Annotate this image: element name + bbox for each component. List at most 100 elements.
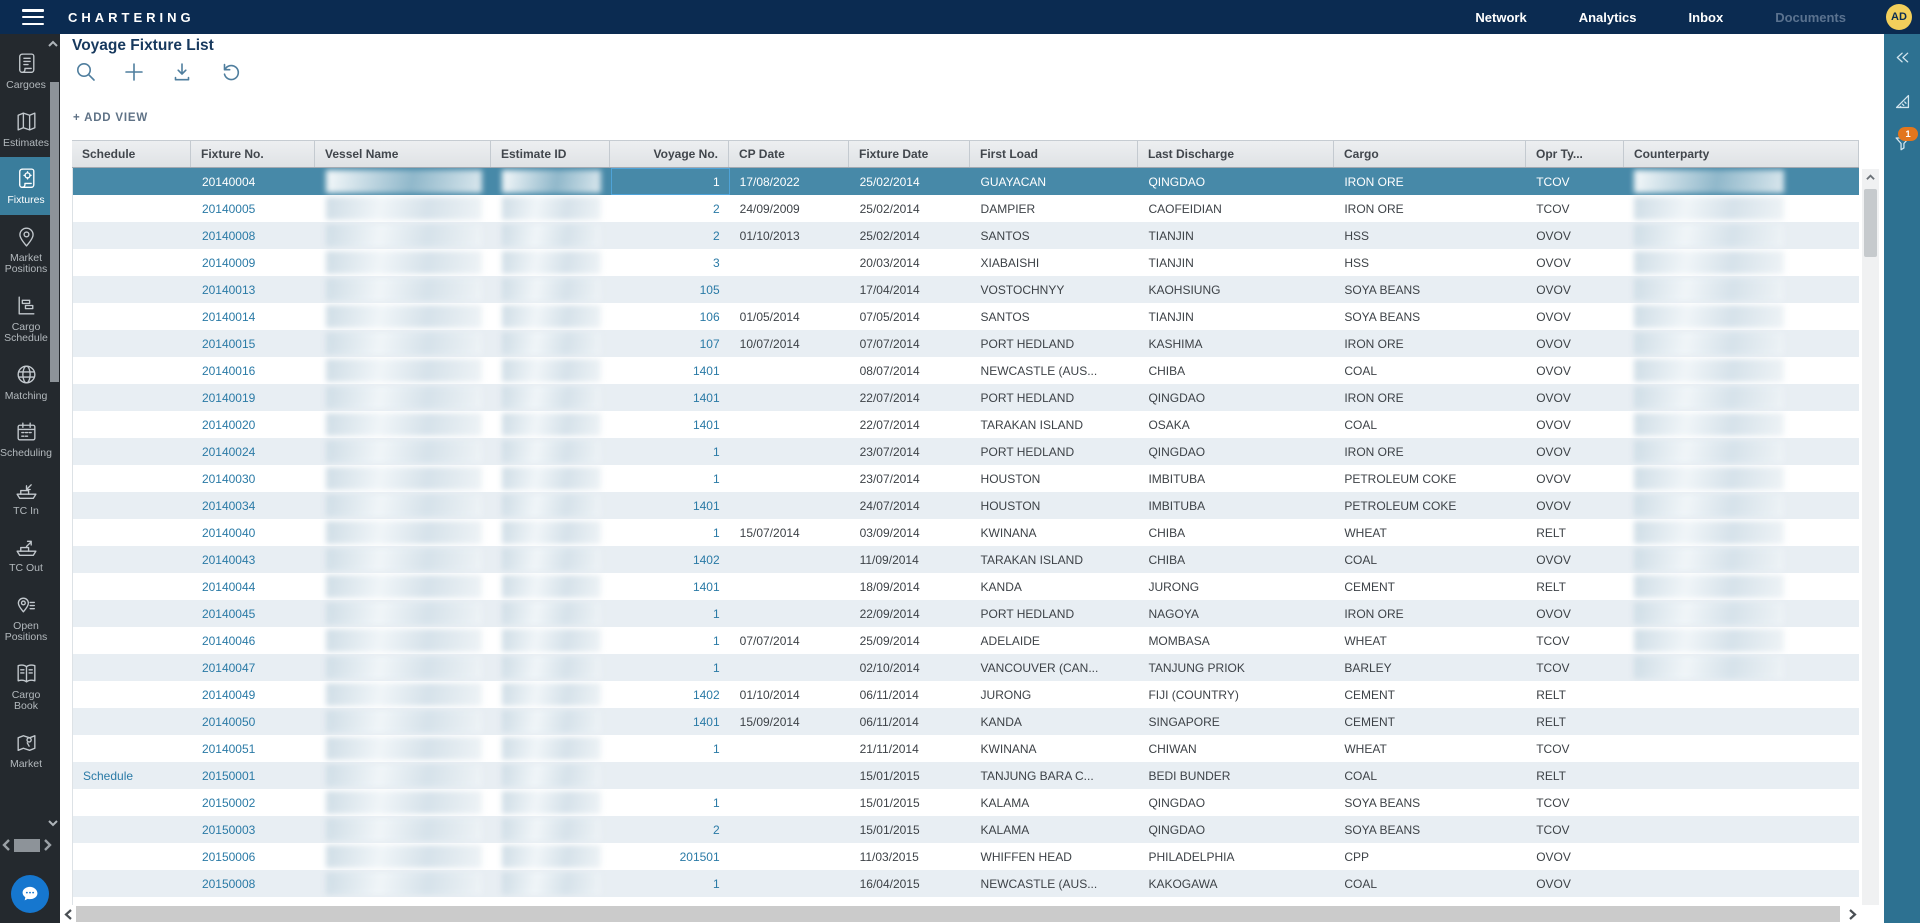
column-header-vessel-name[interactable]: Vessel Name <box>315 141 491 167</box>
column-header-voyage-no[interactable]: Voyage No. <box>610 141 729 167</box>
table-row[interactable]: 20140005 2 24/09/2009 25/02/2014 DAMPIER CAOF… <box>73 195 1859 222</box>
cell-cargo[interactable]: IRON ORE <box>1344 390 1404 405</box>
cell-vessel-name[interactable] <box>316 195 492 222</box>
cell-cargo[interactable]: WHEAT <box>1344 741 1387 756</box>
cell-counterparty[interactable] <box>1624 573 1859 600</box>
table-row[interactable]: 20150002 1 15/01/2015 KALAMA QINGDAO SOYA BEA… <box>73 789 1859 816</box>
table-row[interactable]: 20140008 2 01/10/2013 25/02/2014 SANTOS TIANJ… <box>73 222 1859 249</box>
cell-fixture-no[interactable]: 20140046 <box>201 633 256 648</box>
cell-voyage-no[interactable]: 1 <box>712 660 720 675</box>
scroll-left-icon[interactable] <box>60 905 76 923</box>
cell-estimate-id[interactable] <box>492 870 611 897</box>
cell-estimate-id[interactable] <box>492 492 611 519</box>
cell-fixture-date[interactable]: 02/10/2014 <box>859 660 920 675</box>
search-button[interactable] <box>74 60 98 84</box>
cell-last-discharge[interactable]: PHILADELPHIA <box>1148 849 1235 864</box>
sidebar-item-estimates[interactable]: Estimates <box>0 100 52 158</box>
cell-cp-date[interactable] <box>730 735 850 762</box>
cell-estimate-id[interactable] <box>492 303 611 330</box>
table-row[interactable]: 20140020 1401 22/07/2014 TARAKAN ISLAND OSAK… <box>73 411 1859 438</box>
table-row[interactable]: 20140044 1401 18/09/2014 KANDA JURONG CEMENT R… <box>73 573 1859 600</box>
cell-opr-type[interactable]: RELT <box>1536 687 1567 702</box>
table-row[interactable]: 20140049 1402 01/10/2014 06/11/2014 JURONG FI… <box>73 681 1859 708</box>
table-row[interactable]: 20140014 106 01/05/2014 07/05/2014 SANTOS TIA… <box>73 303 1859 330</box>
sidebar-item-cargoes[interactable]: Cargoes <box>0 42 52 100</box>
cell-fixture-date[interactable]: 06/11/2014 <box>859 687 919 702</box>
cell-fixture-date[interactable]: 23/07/2014 <box>859 471 920 486</box>
cell-counterparty[interactable] <box>1624 816 1859 843</box>
scroll-up-icon[interactable] <box>1862 170 1879 185</box>
cell-last-discharge[interactable]: NAGOYA <box>1148 606 1199 621</box>
cell-cp-date[interactable]: 01/05/2014 <box>739 309 800 324</box>
cell-schedule[interactable] <box>73 519 192 546</box>
cell-first-load[interactable]: SANTOS <box>980 228 1030 243</box>
cell-first-load[interactable]: TARAKAN ISLAND <box>980 417 1083 432</box>
cell-vessel-name[interactable] <box>316 816 492 843</box>
cell-counterparty[interactable] <box>1624 843 1859 870</box>
cell-voyage-no[interactable]: 1401 <box>692 390 720 405</box>
cell-fixture-no[interactable]: 20140050 <box>201 714 256 729</box>
cell-cp-date[interactable] <box>730 546 850 573</box>
cell-fixture-date[interactable]: 22/09/2014 <box>859 606 920 621</box>
cell-fixture-date[interactable]: 08/07/2014 <box>859 363 920 378</box>
cell-last-discharge[interactable]: QINGDAO <box>1148 444 1206 459</box>
cell-voyage-no[interactable]: 1402 <box>692 687 720 702</box>
cell-voyage-no[interactable]: 1 <box>712 741 720 756</box>
cell-estimate-id[interactable] <box>492 519 611 546</box>
cell-vessel-name[interactable] <box>316 654 492 681</box>
cell-last-discharge[interactable]: CAOFEIDIAN <box>1148 201 1222 216</box>
cell-estimate-id[interactable] <box>492 708 611 735</box>
horizontal-scrollbar[interactable] <box>60 905 1884 923</box>
cell-cargo[interactable]: BARLEY <box>1344 660 1392 675</box>
cell-estimate-id[interactable] <box>492 600 611 627</box>
column-header-cargo[interactable]: Cargo <box>1334 141 1526 167</box>
cell-first-load[interactable]: HOUSTON <box>980 471 1041 486</box>
cell-first-load[interactable]: NEWCASTLE (AUS... <box>980 876 1098 891</box>
cell-vessel-name[interactable] <box>316 708 492 735</box>
cell-counterparty[interactable] <box>1624 249 1859 276</box>
table-row[interactable]: 20140034 1401 24/07/2014 HOUSTON IMBITUBA PET… <box>73 492 1859 519</box>
filter-button[interactable]: 1 <box>1884 126 1920 160</box>
table-row[interactable]: 20140016 1401 08/07/2014 NEWCASTLE (AUS... C… <box>73 357 1859 384</box>
cell-estimate-id[interactable] <box>492 411 611 438</box>
sidebar-item-fixtures[interactable]: Fixtures <box>0 157 52 215</box>
cell-fixture-no[interactable]: 20140030 <box>201 471 256 486</box>
cell-first-load[interactable]: SANTOS <box>980 309 1030 324</box>
table-row[interactable]: 20140030 1 23/07/2014 HOUSTON IMBITUBA PETROL… <box>73 465 1859 492</box>
cell-opr-type[interactable]: RELT <box>1536 525 1567 540</box>
cell-fixture-no[interactable]: 20140005 <box>201 201 256 216</box>
column-header-last-discharge[interactable]: Last Discharge <box>1138 141 1334 167</box>
table-row[interactable]: 20140040 1 15/07/2014 03/09/2014 KWINANA CHIB… <box>73 519 1859 546</box>
table-row[interactable]: Schedule 20150001 15/01/2015 TANJUNG BARA C… <box>73 762 1859 789</box>
cell-fixture-no[interactable]: 20140004 <box>201 174 256 189</box>
cell-cp-date[interactable]: 10/07/2014 <box>739 336 800 351</box>
cell-counterparty[interactable] <box>1624 870 1859 897</box>
cell-fixture-date[interactable]: 15/01/2015 <box>859 822 920 837</box>
cell-cp-date[interactable] <box>730 816 850 843</box>
cell-cargo[interactable]: SOYA BEANS <box>1344 309 1421 324</box>
cell-estimate-id[interactable] <box>492 573 611 600</box>
column-header-schedule[interactable]: Schedule <box>72 141 191 167</box>
sidebar-item-open-positions[interactable]: Open Positions <box>0 583 52 652</box>
cell-schedule[interactable] <box>73 654 192 681</box>
sidebar-scrollbar-thumb[interactable] <box>50 82 59 382</box>
column-header-counterparty[interactable]: Counterparty <box>1624 141 1859 167</box>
cell-cp-date[interactable] <box>730 438 850 465</box>
table-row[interactable]: 20140019 1401 22/07/2014 PORT HEDLAND QINGDA… <box>73 384 1859 411</box>
cell-estimate-id[interactable] <box>492 384 611 411</box>
cell-cargo[interactable]: COAL <box>1344 552 1378 567</box>
nav-item-inbox[interactable]: Inbox <box>1688 9 1724 25</box>
cell-vessel-name[interactable] <box>316 465 492 492</box>
cell-last-discharge[interactable]: CHIBA <box>1148 525 1186 540</box>
cell-fixture-date[interactable]: 25/02/2014 <box>859 201 920 216</box>
cell-opr-type[interactable]: TCOV <box>1536 741 1570 756</box>
sidebar-item-matching[interactable]: Matching <box>0 353 52 411</box>
cell-voyage-no[interactable]: 2 <box>712 228 720 243</box>
cell-cp-date[interactable] <box>730 654 850 681</box>
cell-counterparty[interactable] <box>1624 411 1859 438</box>
cell-opr-type[interactable]: TCOV <box>1536 660 1570 675</box>
cell-last-discharge[interactable]: CHIWAN <box>1148 741 1197 756</box>
table-row[interactable]: 20140051 1 21/11/2014 KWINANA CHIWAN WHEAT TCO… <box>73 735 1859 762</box>
cell-schedule[interactable] <box>73 411 192 438</box>
cell-counterparty[interactable] <box>1624 762 1859 789</box>
